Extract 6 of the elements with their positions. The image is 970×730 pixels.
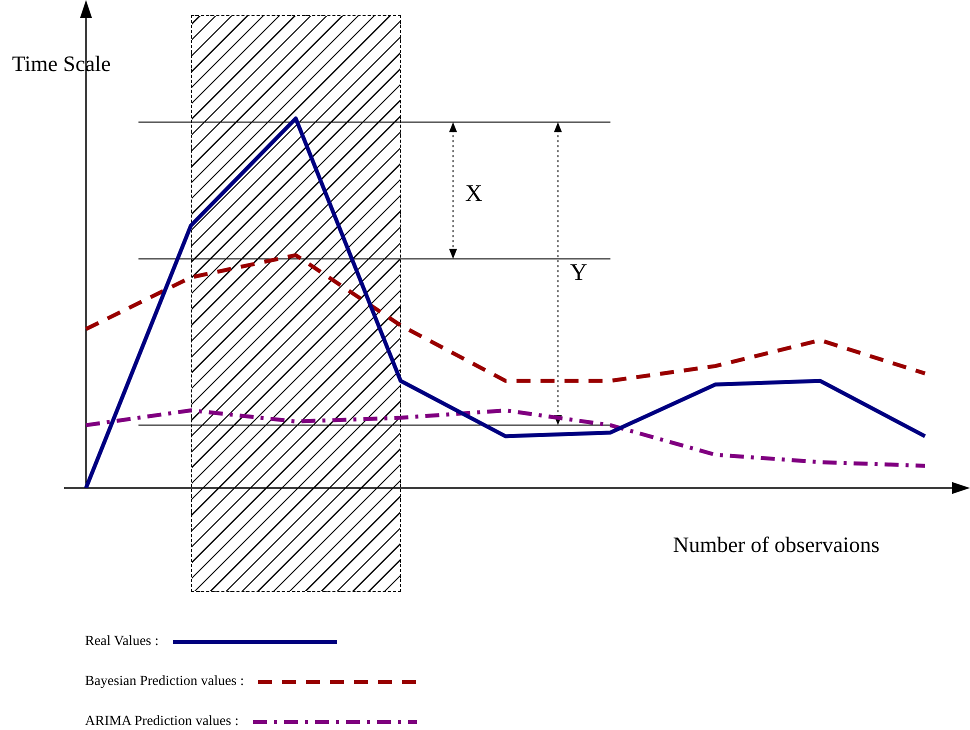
legend-label: Real Values : <box>85 634 159 650</box>
legend-label: ARIMA Prediction values : <box>85 714 239 730</box>
legend-label: Bayesian Prediction values : <box>85 674 244 690</box>
x-axis-title: Number of observaions <box>673 532 880 557</box>
annotation: X <box>465 180 482 207</box>
annotation: Y <box>570 260 588 286</box>
